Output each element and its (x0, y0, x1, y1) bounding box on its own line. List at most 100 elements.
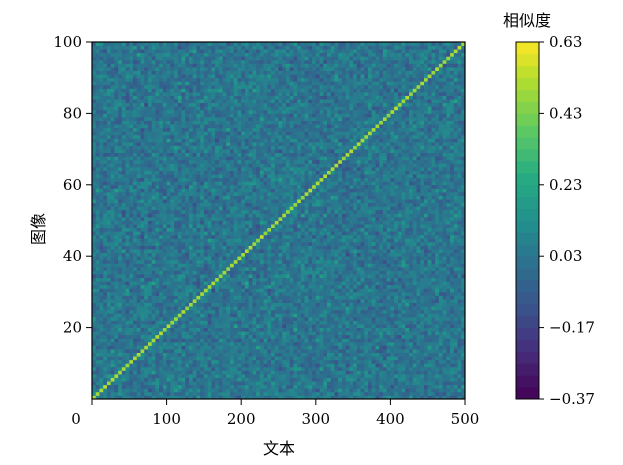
heatmap-cell (241, 227, 246, 232)
heatmap-cell (99, 377, 104, 382)
heatmap-cell (409, 363, 414, 368)
heatmap-cell (203, 352, 209, 357)
heatmap-cell (334, 377, 339, 382)
heatmap-cell (162, 263, 167, 268)
heatmap-cell (435, 349, 440, 353)
heatmap-cell (450, 306, 455, 311)
heatmap-cell (125, 252, 130, 257)
heatmap-cell (360, 263, 365, 268)
heatmap-cell (330, 384, 335, 389)
heatmap-cell (259, 320, 264, 325)
heatmap-cell (248, 284, 253, 289)
heatmap-cell (259, 234, 264, 239)
heatmap-cell (259, 299, 264, 304)
heatmap-cell (267, 266, 272, 271)
heatmap-cell (244, 324, 250, 328)
heatmap-cell (416, 252, 421, 257)
heatmap-cell (252, 266, 257, 271)
heatmap-cell (211, 306, 216, 311)
heatmap-cell (192, 341, 197, 346)
heatmap-cell (244, 249, 250, 254)
heatmap-cell (188, 288, 194, 293)
heatmap-cell (356, 324, 361, 328)
heatmap-cell (185, 281, 190, 286)
heatmap-cell (386, 234, 391, 239)
heatmap-cell (203, 259, 209, 264)
heatmap-cell (397, 245, 402, 250)
heatmap-cell (353, 313, 358, 318)
heatmap-cell (315, 234, 320, 239)
heatmap-cell (274, 352, 279, 357)
heatmap-cell (151, 220, 156, 225)
heatmap-cell (341, 324, 347, 328)
heatmap-cell (106, 224, 112, 229)
heatmap-cell (386, 277, 391, 282)
heatmap-cell (166, 391, 171, 396)
heatmap-cell (144, 284, 149, 289)
heatmap-cell (356, 395, 361, 400)
heatmap-cell (159, 345, 164, 350)
heatmap-cell (416, 334, 421, 339)
heatmap-cell (397, 284, 402, 289)
heatmap-cell (423, 352, 429, 357)
heatmap-cell (244, 220, 250, 225)
heatmap-cell (420, 345, 425, 350)
heatmap-cell (375, 374, 380, 378)
heatmap-cell (409, 234, 414, 239)
heatmap-cell (118, 384, 123, 389)
heatmap-cell (360, 338, 365, 343)
heatmap-cell (129, 238, 134, 243)
heatmap-cell (375, 277, 380, 282)
heatmap-cell (427, 281, 432, 286)
heatmap-cell (375, 270, 380, 275)
heatmap-cell (289, 245, 294, 250)
heatmap-cell (256, 366, 261, 371)
heatmap-cell (457, 384, 462, 389)
heatmap-cell (267, 374, 272, 378)
heatmap-cell (450, 334, 455, 339)
heatmap-cell (110, 284, 115, 289)
heatmap-cell (196, 295, 201, 300)
heatmap-cell (188, 359, 194, 364)
heatmap-cell (461, 306, 466, 311)
heatmap-cell (244, 391, 250, 396)
heatmap-cell (133, 324, 138, 328)
heatmap-cell (144, 370, 149, 375)
heatmap-cell (200, 295, 205, 300)
heatmap-cell (379, 331, 384, 336)
heatmap-cell (416, 363, 421, 368)
heatmap-cell (289, 370, 294, 375)
heatmap-cell (241, 341, 246, 346)
heatmap-cell (364, 249, 369, 254)
heatmap-cell (353, 370, 358, 375)
heatmap-cell (423, 374, 429, 378)
heatmap-cell (446, 295, 451, 300)
heatmap-cell (330, 281, 335, 286)
heatmap-cell (241, 245, 246, 250)
heatmap-cell (308, 252, 313, 257)
heatmap-cell (293, 356, 298, 361)
heatmap-cell (379, 266, 384, 271)
heatmap-cell (431, 327, 436, 332)
heatmap-cell (144, 231, 149, 236)
heatmap-cell (345, 359, 350, 364)
heatmap-cell (375, 284, 380, 289)
heatmap-cell (196, 384, 201, 389)
heatmap-cell (162, 309, 167, 314)
heatmap-cell (226, 281, 231, 286)
heatmap-cell (267, 356, 272, 361)
heatmap-cell (181, 352, 186, 357)
heatmap-cell (114, 238, 119, 243)
heatmap-cell (368, 291, 373, 296)
heatmap-cell (334, 231, 339, 236)
heatmap-cell (353, 327, 358, 332)
heatmap-cell (409, 291, 414, 296)
heatmap-cell (371, 313, 376, 318)
heatmap-cell (278, 281, 283, 286)
heatmap-cell (450, 341, 455, 346)
heatmap-cell (379, 341, 384, 346)
heatmap-cell (177, 299, 182, 304)
heatmap-cell (237, 266, 242, 271)
heatmap-cell (233, 249, 238, 254)
heatmap-cell (106, 238, 112, 243)
